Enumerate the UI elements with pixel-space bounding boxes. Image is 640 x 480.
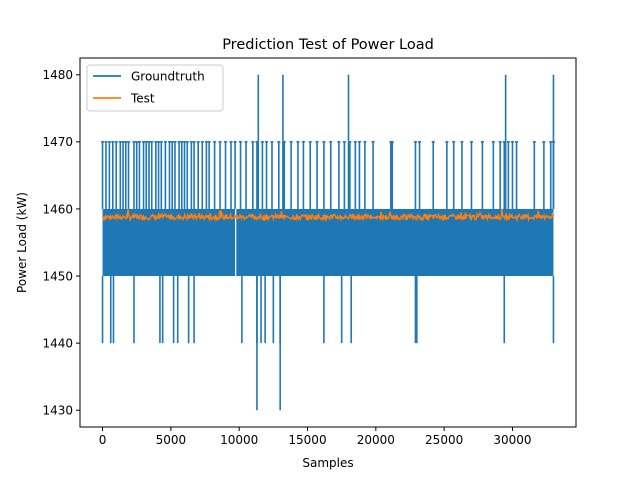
y-axis-label: Power Load (kW) — [15, 192, 29, 293]
series-groundtruth — [101, 74, 555, 411]
x-tick-label: 20000 — [357, 433, 395, 447]
x-tick-label: 5000 — [156, 433, 187, 447]
y-tick-label: 1480 — [42, 68, 73, 82]
series-test — [101, 208, 555, 223]
legend-label: Test — [130, 91, 155, 105]
plot-data — [101, 74, 555, 411]
groundtruth-band-left — [102, 208, 236, 277]
y-axis: 1430 1440 1450 1460 1470 1480 — [42, 68, 80, 418]
chart-title: Prediction Test of Power Load — [222, 37, 434, 53]
y-tick-label: 1470 — [42, 135, 73, 149]
legend-label: Groundtruth — [131, 69, 205, 83]
x-tick-label: 30000 — [493, 433, 531, 447]
x-tick-label: 25000 — [425, 433, 463, 447]
y-tick-label: 1460 — [42, 202, 73, 216]
x-tick-label: 10000 — [220, 433, 258, 447]
y-tick-label: 1440 — [42, 336, 73, 350]
groundtruth-band-right — [236, 208, 554, 277]
x-tick-label: 0 — [99, 433, 107, 447]
y-tick-label: 1450 — [42, 269, 73, 283]
plot-frame — [79, 57, 577, 428]
legend: Groundtruth Test — [86, 64, 224, 112]
y-tick-label: 1430 — [42, 404, 73, 418]
x-tick-label: 15000 — [288, 433, 326, 447]
x-axis-label: Samples — [302, 456, 353, 470]
x-axis: 0 5000 10000 15000 20000 25000 30000 — [99, 427, 532, 447]
